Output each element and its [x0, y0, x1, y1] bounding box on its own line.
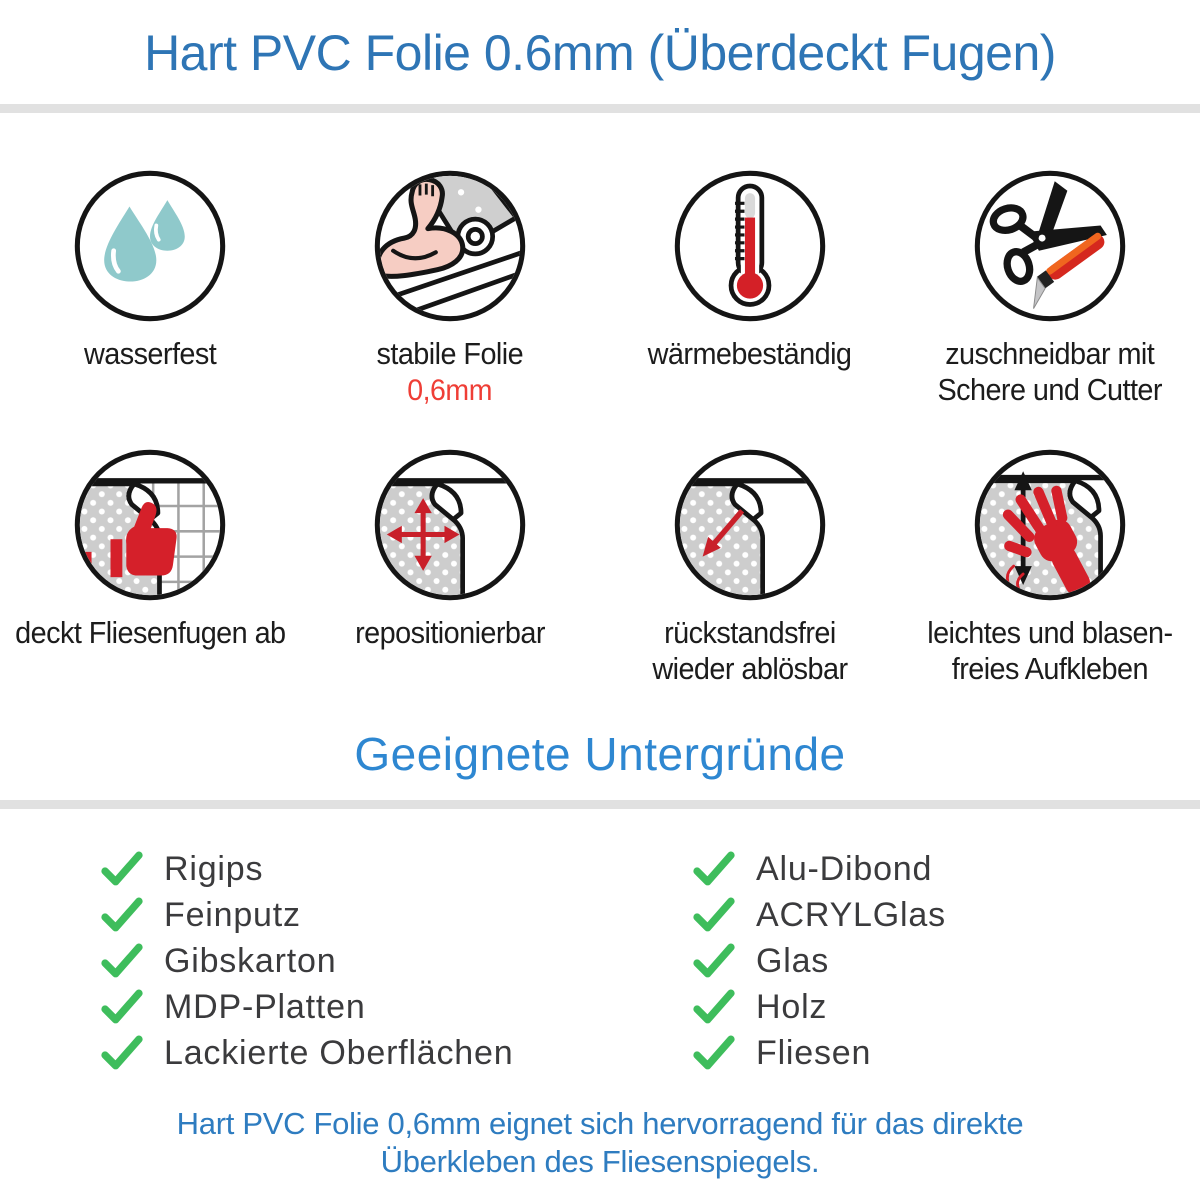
check-icon	[693, 897, 735, 932]
feature-residue-free: rückstandsfrei wieder ablösbar	[600, 446, 900, 687]
feature-label: leichtes und blasen- freies Aufkleben	[927, 615, 1173, 686]
list-item: Rigips	[100, 849, 620, 889]
feature-heat-resistant: wärmebeständig	[600, 167, 900, 408]
feature-label: rückstandsfrei wieder ablösbar	[652, 615, 848, 686]
check-icon	[693, 989, 735, 1024]
feature-bubble-free: leichtes und blasen- freies Aufkleben	[900, 446, 1200, 687]
divider-top	[0, 104, 1200, 113]
list-item: ACRYLGlas	[692, 895, 946, 935]
footer-note: Hart PVC Folie 0,6mm eignet sich hervorr…	[0, 1105, 1200, 1181]
list-item: MDP-Platten	[100, 987, 620, 1027]
move-arrows-icon	[374, 449, 526, 601]
feature-sublabel-thickness: 0,6mm	[407, 374, 493, 407]
list-item: Feinputz	[100, 895, 620, 935]
feature-label: deckt Fliesenfugen ab	[14, 615, 286, 650]
check-icon	[101, 897, 143, 932]
substrate-lists: Rigips Feinputz Gibskarton MDP-Platten L…	[0, 849, 1200, 1079]
muscle-foil-icon	[374, 170, 526, 322]
list-item: Fliesen	[692, 1033, 946, 1073]
footer-line-1: Hart PVC Folie 0,6mm eignet sich hervorr…	[176, 1106, 1024, 1141]
feature-label: wärmebeständig	[648, 336, 852, 371]
substrate-list-right: Alu-Dibond ACRYLGlas Glas Holz Fliesen	[692, 849, 946, 1079]
feature-label: stabile Folie	[376, 336, 524, 371]
feature-sturdy-foil: stabile Folie 0,6mm	[300, 167, 600, 408]
check-icon	[101, 1035, 143, 1070]
check-icon	[101, 851, 143, 886]
check-icon	[101, 943, 143, 978]
feature-grid: wasserfest stabile Folie 0,6mm	[0, 167, 1200, 687]
divider-middle	[0, 800, 1200, 809]
check-icon	[101, 989, 143, 1024]
thermometer-icon	[674, 170, 826, 322]
tile-thumb-icon	[74, 449, 226, 601]
feature-waterproof: wasserfest	[0, 167, 300, 408]
check-icon	[693, 851, 735, 886]
list-item: Gibskarton	[100, 941, 620, 981]
check-icon	[693, 943, 735, 978]
list-item: Glas	[692, 941, 946, 981]
list-item: Holz	[692, 987, 946, 1027]
scissors-cutter-icon	[974, 170, 1126, 322]
hand-smooth-icon	[974, 449, 1126, 601]
feature-repositionable: repositionierbar	[300, 446, 600, 687]
water-drops-icon	[74, 170, 226, 322]
list-item: Lackierte Oberflächen	[100, 1033, 620, 1073]
feature-label: zuschneidbar mit Schere und Cutter	[937, 336, 1163, 407]
feature-covers-grout: deckt Fliesenfugen ab	[0, 446, 300, 687]
footer-line-2: Überkleben des Fliesenspiegels.	[380, 1144, 820, 1179]
feature-label: repositionierbar	[355, 615, 545, 650]
check-icon	[693, 1035, 735, 1070]
feature-cuttable: zuschneidbar mit Schere und Cutter	[900, 167, 1200, 408]
list-item: Alu-Dibond	[692, 849, 946, 889]
section-heading-substrates: Geeignete Untergründe	[354, 728, 846, 780]
page-title: Hart PVC Folie 0.6mm (Überdeckt Fugen)	[144, 25, 1056, 81]
feature-label: wasserfest	[83, 336, 217, 371]
substrate-list-left: Rigips Feinputz Gibskarton MDP-Platten L…	[100, 849, 620, 1079]
peel-arrow-icon	[674, 449, 826, 601]
